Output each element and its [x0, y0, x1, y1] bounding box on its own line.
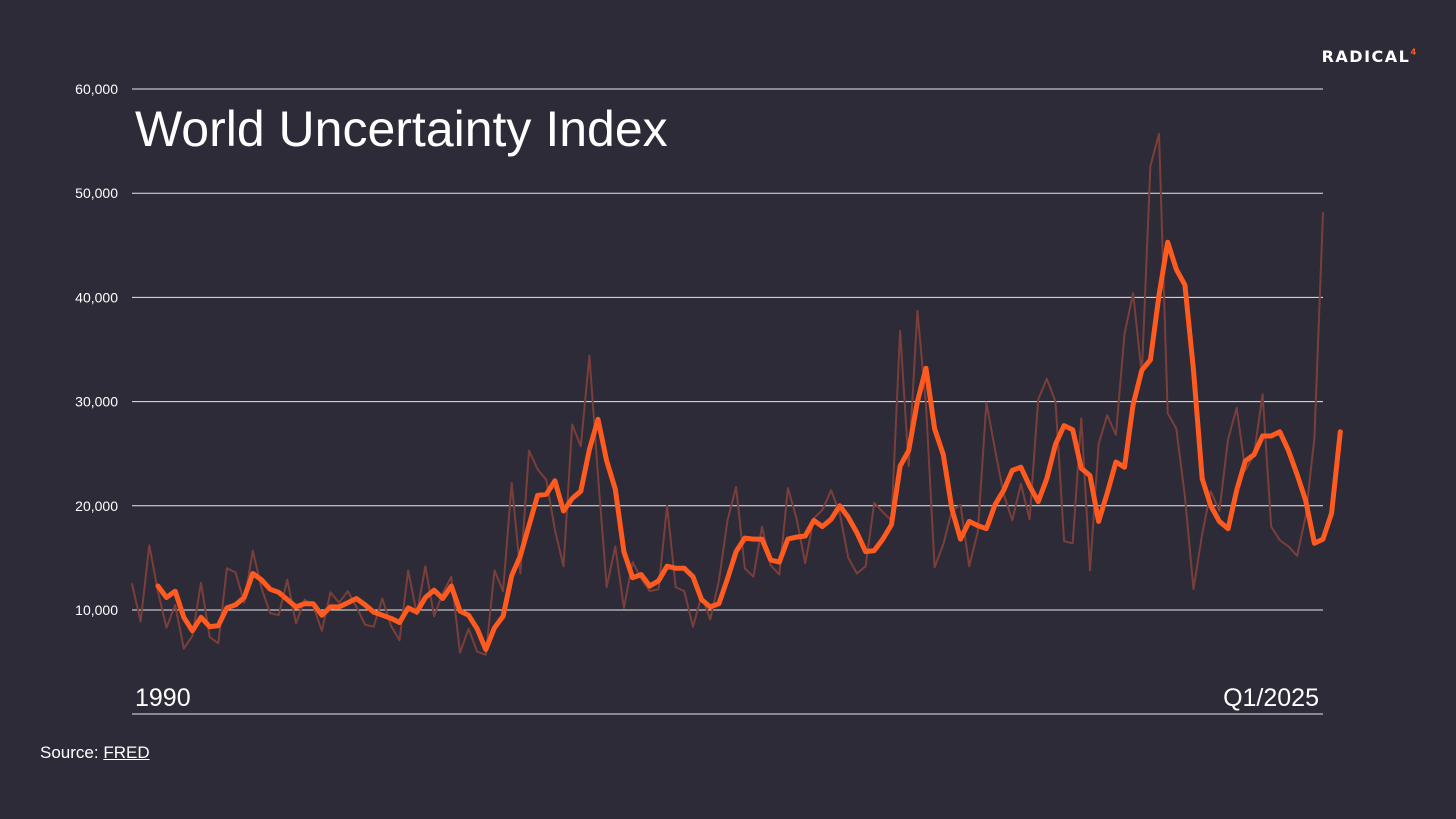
brand-name: RADICAL [1321, 47, 1411, 66]
series-line-smoothed [155, 239, 1343, 653]
y-axis-tick-labels: 10,000 20,000 30,000 40,000 50,000 60,000 [75, 81, 118, 618]
y-tick-label: 30,000 [75, 394, 118, 410]
series-line-raw [131, 132, 1324, 656]
y-tick-label: 40,000 [75, 289, 118, 305]
brand-mark-icon: ⁴ [1410, 47, 1418, 63]
grid-lines [132, 88, 1323, 611]
source-link-fred[interactable]: FRED [103, 743, 150, 762]
radical-logo: RADICAL⁴ [1322, 47, 1418, 66]
x-start-label: 1990 [135, 684, 191, 712]
source-label: Source: [40, 743, 104, 762]
chart-title: World Uncertainty Index [135, 101, 668, 157]
series-layer [131, 132, 1343, 656]
source-note: Source: FRED [40, 743, 150, 763]
y-tick-label: 10,000 [75, 602, 118, 618]
y-tick-label: 50,000 [75, 185, 118, 201]
y-tick-label: 20,000 [75, 498, 118, 514]
y-tick-label: 60,000 [75, 81, 118, 97]
x-end-label: Q1/2025 [1223, 684, 1319, 712]
